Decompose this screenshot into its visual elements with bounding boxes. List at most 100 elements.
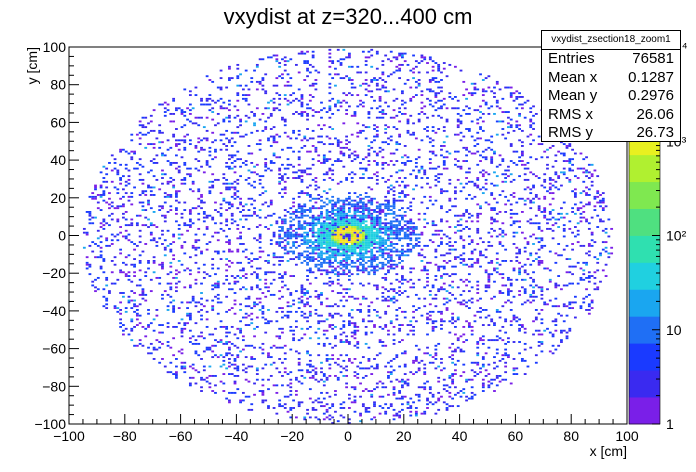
heatmap-cell xyxy=(99,241,103,244)
heatmap-cell xyxy=(409,243,413,245)
heatmap-cell xyxy=(398,77,402,80)
heatmap-cell xyxy=(239,237,242,240)
heatmap-cell xyxy=(387,229,390,232)
heatmap-cell xyxy=(119,318,123,321)
heatmap-cell xyxy=(175,128,178,130)
heatmap-cell xyxy=(306,256,309,259)
heatmap-cell xyxy=(152,186,156,189)
heatmap-cell xyxy=(102,194,106,196)
heatmap-cell xyxy=(445,120,449,123)
heatmap-cell xyxy=(328,414,332,417)
heatmap-cell xyxy=(548,186,552,189)
heatmap-cell xyxy=(587,254,591,257)
heatmap-cell xyxy=(239,201,242,204)
heatmap-cell xyxy=(373,237,376,240)
heatmap-cell xyxy=(239,135,242,138)
heatmap-cell xyxy=(451,358,455,360)
heatmap-cell xyxy=(175,276,178,279)
heatmap-cell xyxy=(166,244,170,247)
heatmap-cell xyxy=(297,177,301,179)
heatmap-cell xyxy=(398,327,402,330)
heatmap-cell xyxy=(576,233,580,236)
heatmap-cell xyxy=(264,295,268,298)
heatmap-cell xyxy=(532,122,535,125)
heatmap-cell xyxy=(267,388,270,391)
heatmap-cell xyxy=(91,222,95,225)
heatmap-cell xyxy=(94,286,97,289)
heatmap-cell xyxy=(532,280,535,283)
heatmap-cell xyxy=(345,354,348,357)
heatmap-cell xyxy=(375,297,379,300)
heatmap-cell xyxy=(509,126,513,129)
heatmap-cell xyxy=(509,94,513,97)
heatmap-cell xyxy=(451,312,455,315)
heatmap-cell xyxy=(426,88,429,91)
heatmap-cell xyxy=(175,194,178,196)
heatmap-cell xyxy=(381,244,385,247)
heatmap-cell xyxy=(389,371,393,374)
heatmap-cell xyxy=(467,325,471,328)
heatmap-cell xyxy=(183,146,187,149)
heatmap-cell xyxy=(180,327,184,330)
heatmap-cell xyxy=(498,290,502,293)
heatmap-cell xyxy=(557,305,561,308)
heatmap-cell xyxy=(440,324,443,326)
heatmap-cell xyxy=(289,275,293,277)
heatmap-cell xyxy=(548,350,552,353)
heatmap-cell xyxy=(236,190,240,193)
heatmap-cell xyxy=(172,373,176,375)
heatmap-cell xyxy=(518,329,521,332)
heatmap-cell xyxy=(322,154,326,157)
heatmap-cell xyxy=(325,256,329,259)
heatmap-cell xyxy=(412,310,415,313)
heatmap-cell xyxy=(225,275,229,277)
heatmap-cell xyxy=(392,109,396,112)
heatmap-cell xyxy=(467,150,471,153)
heatmap-cell xyxy=(236,261,240,264)
heatmap-cell xyxy=(339,58,343,61)
heatmap-cell xyxy=(375,314,379,317)
heatmap-cell xyxy=(387,265,390,268)
heatmap-cell xyxy=(504,248,508,251)
heatmap-cell xyxy=(401,161,404,164)
heatmap-cell xyxy=(152,224,156,227)
heatmap-cell xyxy=(306,69,309,72)
heatmap-cell xyxy=(481,382,485,385)
heatmap-cell xyxy=(303,333,307,336)
heatmap-cell xyxy=(244,256,248,259)
heatmap-cell xyxy=(336,224,340,227)
heatmap-cell xyxy=(384,124,388,127)
heatmap-cell xyxy=(417,233,421,236)
heatmap-cell xyxy=(334,73,337,76)
heatmap-cell xyxy=(172,135,176,138)
heatmap-cell xyxy=(420,231,424,234)
heatmap-cell xyxy=(219,139,223,142)
heatmap-cell xyxy=(370,212,374,215)
heatmap-cell xyxy=(473,374,477,377)
heatmap-cell xyxy=(342,235,346,238)
heatmap-cell xyxy=(596,261,600,264)
heatmap-cell xyxy=(283,220,287,223)
heatmap-cell xyxy=(437,92,441,95)
heatmap-cell xyxy=(384,325,388,328)
heatmap-cell xyxy=(144,275,148,277)
heatmap-cell xyxy=(361,405,365,408)
heatmap-cell xyxy=(228,401,231,404)
heatmap-cell xyxy=(573,152,577,155)
heatmap-cell xyxy=(431,222,435,225)
heatmap-cell xyxy=(197,218,201,221)
heatmap-cell xyxy=(389,241,393,244)
heatmap-cell xyxy=(481,356,485,359)
heatmap-cell xyxy=(348,156,351,159)
heatmap-cell xyxy=(420,56,424,59)
heatmap-cell xyxy=(484,256,488,259)
heatmap-cell xyxy=(94,197,97,200)
heatmap-cell xyxy=(348,197,351,200)
heatmap-cell xyxy=(367,346,371,349)
heatmap-cell xyxy=(275,320,279,323)
heatmap-cell xyxy=(264,286,268,289)
heatmap-cell xyxy=(258,237,262,240)
heatmap-cell xyxy=(384,80,388,83)
heatmap-cell xyxy=(389,365,393,368)
heatmap-cell xyxy=(367,410,371,413)
